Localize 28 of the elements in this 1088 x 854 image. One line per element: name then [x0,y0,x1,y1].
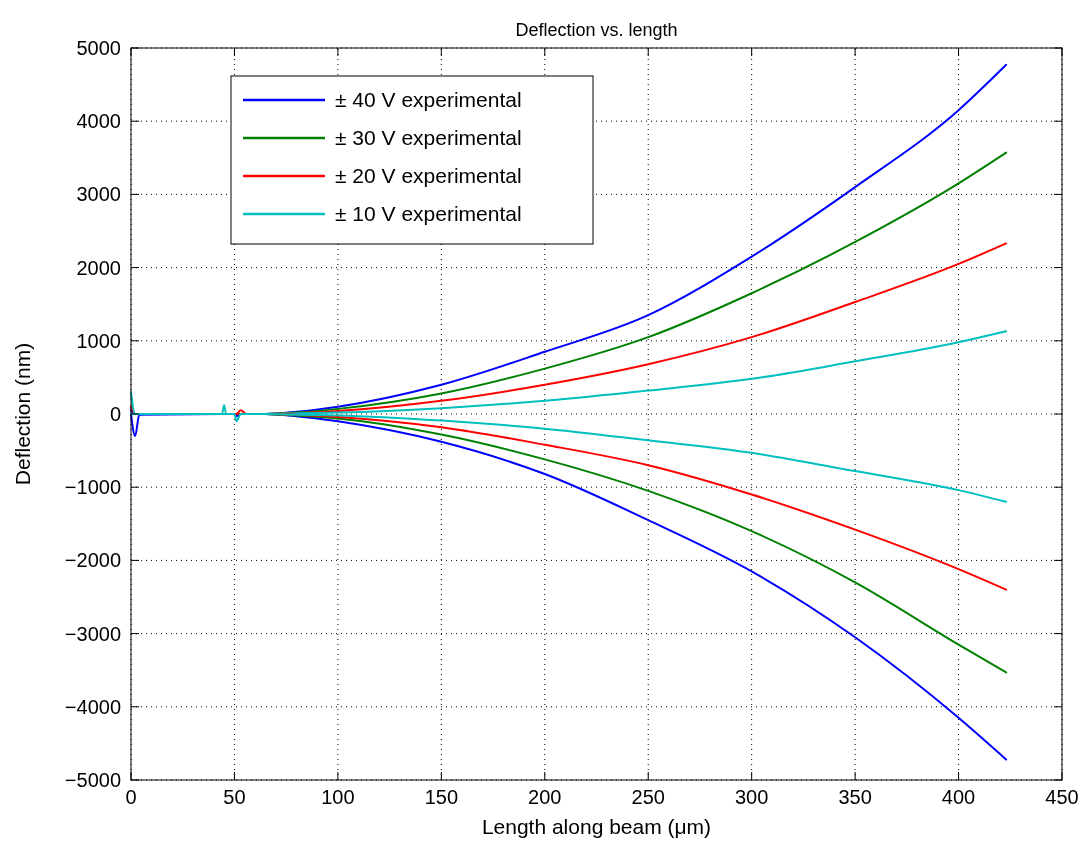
y-tick-label: −5000 [64,769,121,791]
x-tick-label: 350 [838,786,872,808]
legend-label: ± 30 V experimental [335,126,522,149]
x-tick-label: 0 [125,786,137,808]
y-tick-label: 4000 [76,110,121,133]
x-tick-label: 200 [528,786,562,808]
y-tick-label: 5000 [76,37,121,59]
chart-title: Deflection vs. length [515,20,678,40]
y-tick-label: −4000 [64,695,121,718]
x-tick-label: 300 [734,786,769,808]
legend-label: ± 10 V experimental [335,202,522,225]
legend-label: ± 40 V experimental [335,88,522,111]
y-tick-label: 1000 [76,329,121,352]
y-tick-label: −3000 [64,622,121,645]
y-axis-title: Deflection (nm) [11,342,34,486]
x-tick-label: 100 [321,786,355,808]
y-tick-label: 0 [109,403,121,425]
legend-label: ± 20 V experimental [335,164,522,187]
y-tick-label: 3000 [76,183,121,206]
x-tick-label: 50 [223,786,246,808]
y-tick-label: −1000 [64,476,121,499]
x-tick-label: 150 [424,786,459,808]
x-tick-label: 250 [631,786,665,808]
y-tick-label: 2000 [76,256,121,279]
x-tick-label: 450 [1045,786,1079,808]
x-axis-title: Length along beam (μm) [481,815,712,838]
y-tick-label: −2000 [64,549,121,572]
x-tick-label: 400 [941,786,976,808]
